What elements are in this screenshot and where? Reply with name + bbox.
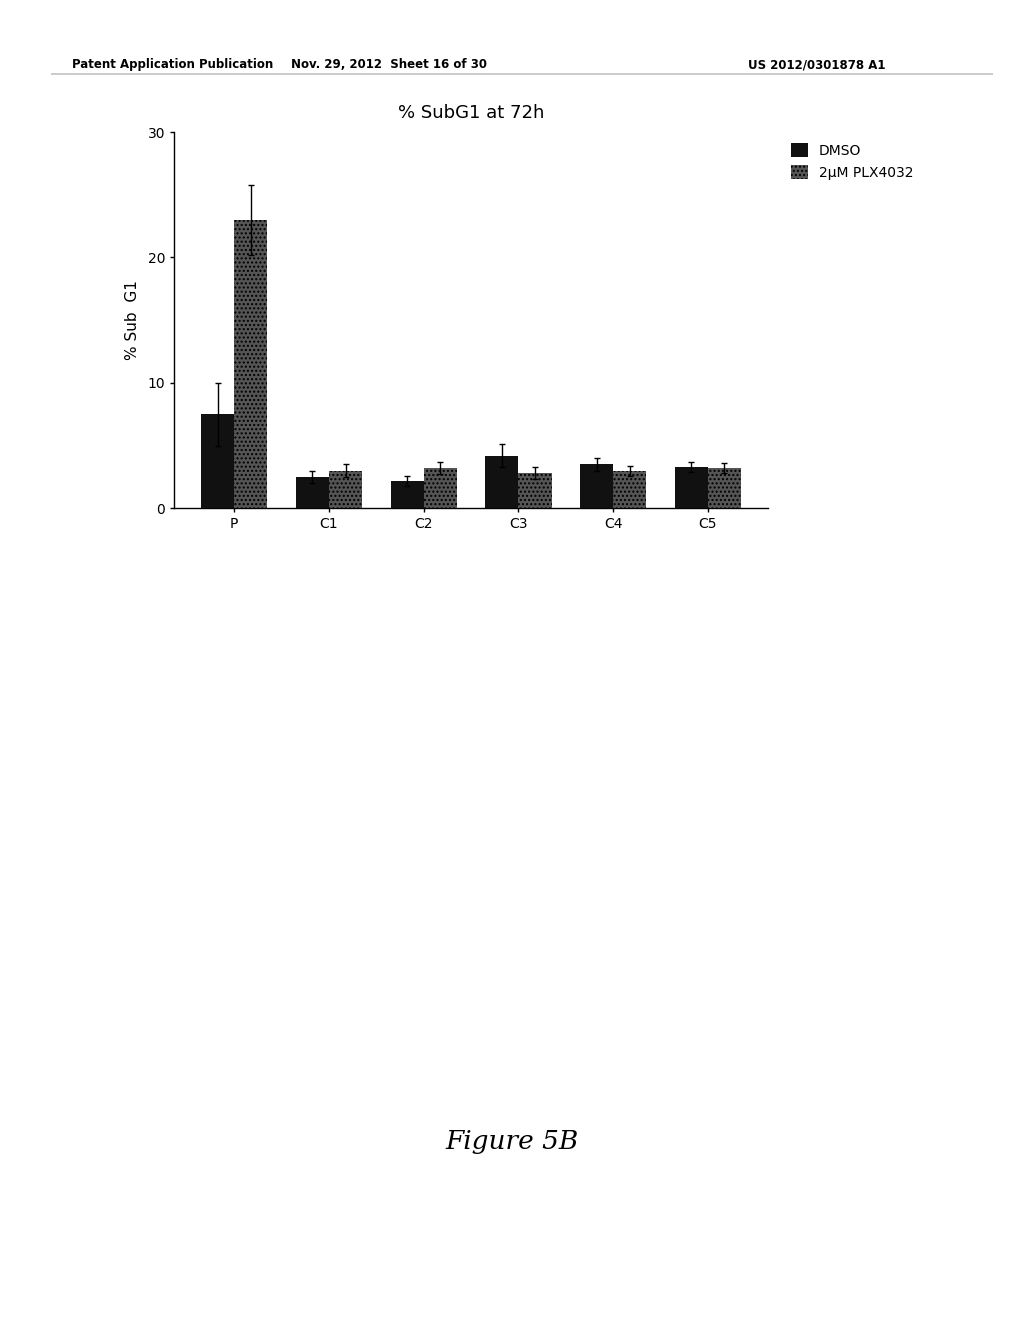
Bar <box>329 471 362 508</box>
Bar <box>201 414 234 508</box>
Text: US 2012/0301878 A1: US 2012/0301878 A1 <box>748 58 885 71</box>
Bar <box>580 465 613 508</box>
Y-axis label: % Sub  G1: % Sub G1 <box>126 280 140 360</box>
Bar <box>296 477 329 508</box>
Legend: DMSO, 2μM PLX4032: DMSO, 2μM PLX4032 <box>786 139 918 183</box>
Bar <box>390 480 424 508</box>
Bar <box>675 467 708 508</box>
Text: Patent Application Publication: Patent Application Publication <box>72 58 273 71</box>
Bar <box>234 220 267 508</box>
Title: % SubG1 at 72h: % SubG1 at 72h <box>398 104 544 123</box>
Bar <box>424 469 457 508</box>
Bar <box>708 469 741 508</box>
Bar <box>518 473 552 508</box>
Text: Figure 5B: Figure 5B <box>445 1130 579 1154</box>
Bar <box>613 471 646 508</box>
Bar <box>485 455 518 508</box>
Text: Nov. 29, 2012  Sheet 16 of 30: Nov. 29, 2012 Sheet 16 of 30 <box>291 58 487 71</box>
